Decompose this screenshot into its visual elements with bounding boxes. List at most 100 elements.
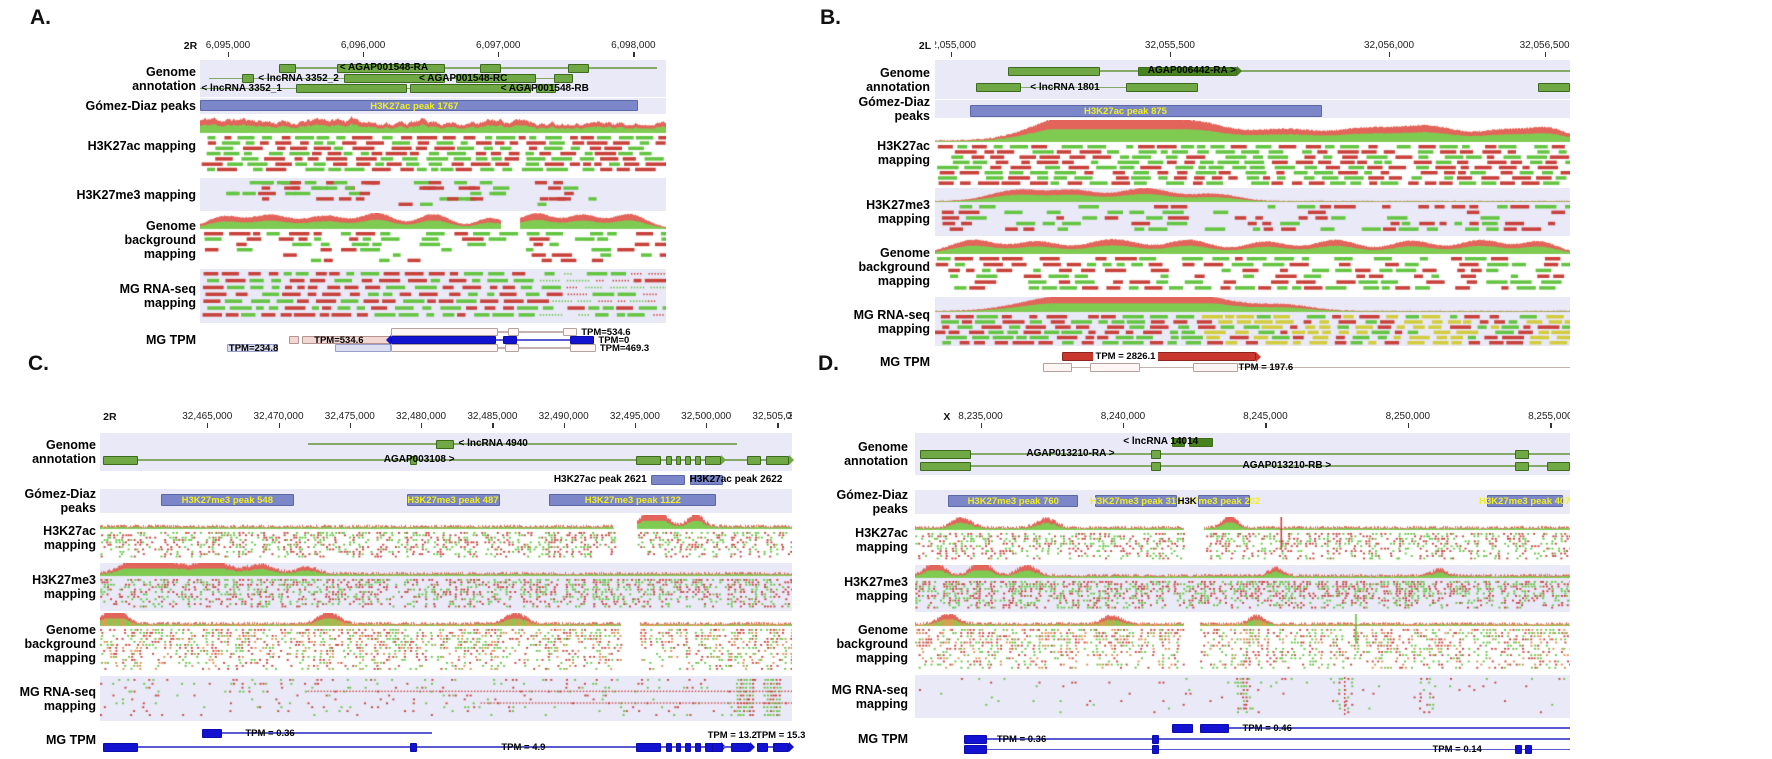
tick-label: 6,096,000 <box>340 40 386 51</box>
transcript-arrow-icon <box>386 335 392 345</box>
ruler-tick-mark-icon <box>1550 423 1552 428</box>
tpm-intron-line <box>964 748 1570 751</box>
reads-canvas <box>935 238 1570 295</box>
track-label-line: mapping <box>43 650 96 665</box>
transcript-arrow-icon <box>788 742 794 752</box>
peak-label: H3K27me3 peak 487 <box>407 495 499 506</box>
track-label: Gómez-Diaz peaks <box>36 99 196 113</box>
ruler: 32,465,000 32,470,000 32,475,000 32,480,000… <box>100 411 792 429</box>
tick-label: 6,095,000 <box>205 40 251 51</box>
track-label-line: annotation <box>32 452 96 466</box>
track-label-line: Genome <box>45 438 96 452</box>
tpm-label: TPM = 0.36 <box>996 733 1047 745</box>
tpm-exon <box>391 336 496 344</box>
tick-label: 8,240,000 <box>1100 411 1146 422</box>
track-label: Genome background mapping <box>748 623 908 665</box>
track-label-line: background <box>124 233 196 247</box>
ruler-tick-mark-icon <box>634 423 637 428</box>
peak-bar <box>160 494 294 506</box>
peak-bar <box>1095 495 1177 507</box>
gene-exon <box>765 455 789 465</box>
panel-letter: C. <box>28 352 49 375</box>
gene-exon <box>1008 66 1101 76</box>
tpm-label: TPM = 197.6 <box>1238 362 1294 373</box>
track-reads <box>915 565 1570 612</box>
gene-label: < lncRNA 14014 <box>1123 436 1199 447</box>
gene-exon <box>695 455 701 465</box>
gene-exon <box>1150 461 1161 471</box>
chromosome-label: 2L <box>918 40 932 52</box>
gene-label: < AGAP001548-RA <box>339 62 429 74</box>
gene-exon <box>747 455 761 465</box>
gene-exon <box>976 83 1021 93</box>
gene-exon <box>666 455 672 465</box>
gene-exon <box>920 461 971 471</box>
ruler-tick-mark-icon <box>421 423 423 428</box>
ruler: 8,235,000 8,240,000 8,245,000 8,250,000 8,25… <box>915 411 1570 429</box>
gene-exon <box>456 74 536 83</box>
track-label: Genome background mapping <box>770 246 930 288</box>
gene-exon <box>279 63 296 73</box>
gene-intron-line <box>103 459 789 461</box>
track-tpm: TPM = 0.36 TPM = 4.9 TPM = 13.2 TPM = 15.3 <box>100 723 805 757</box>
track-annotation: < AGAP001548-RA < lncRNA 3352_2 < AGAP0015… <box>200 60 666 97</box>
tpm-exon <box>1152 745 1159 755</box>
tick-label: 32,500,000 <box>681 411 732 422</box>
track-label-line: MG RNA-seq <box>119 282 196 296</box>
tpm-exon <box>1514 745 1523 755</box>
track-label-line: mapping <box>143 247 196 261</box>
tpm-exon <box>1042 363 1072 372</box>
track-label-line: peaks <box>894 109 930 123</box>
tick-label: 32,490,000 <box>538 411 589 422</box>
track-annotation: < lncRNA 14014 AGAP013210-RA > AGAP013210-… <box>915 433 1570 475</box>
peak-label: H3K27ac peak 875 <box>1084 106 1167 117</box>
track-reads <box>915 675 1570 718</box>
track-label-line: peaks <box>60 501 96 515</box>
gene-exon <box>1188 437 1214 447</box>
track-label: Genome background mapping <box>36 219 196 261</box>
gene-label: AGAP013210-RA > <box>1026 448 1115 459</box>
reads-canvas <box>100 563 792 611</box>
track-label: MG TPM <box>36 333 196 347</box>
gene-exon <box>344 74 445 83</box>
gene-exon <box>1138 66 1237 76</box>
gene-exon <box>675 455 682 465</box>
tick-label: 32,495,000 <box>609 411 660 422</box>
track-reads <box>200 213 666 267</box>
peak-bar <box>1486 495 1564 507</box>
tick-label: 8,235,000 <box>958 411 1003 422</box>
tpm-exon <box>685 742 691 752</box>
tpm-exon <box>1171 723 1194 733</box>
track-label-line: mapping <box>43 587 96 601</box>
tpm-label: TPM=534.6 <box>314 334 364 346</box>
gene-exon <box>103 455 139 465</box>
gene-label: AGAP006442-RA > <box>1147 65 1236 77</box>
track-label: Genome annotation <box>770 66 930 94</box>
ruler-tick-mark-icon <box>1169 52 1172 57</box>
tick-label: 32,056,500 <box>1519 40 1570 51</box>
track-label: Genome annotation <box>36 65 196 93</box>
track-label-line: H3K27ac <box>877 139 930 153</box>
track-label-line: Genome <box>857 622 908 637</box>
gene-label: < lncRNA 4940 <box>458 438 528 449</box>
tpm-exon <box>695 742 701 752</box>
transcript-arrow-icon <box>721 455 727 465</box>
gene-exon <box>1125 83 1198 93</box>
ruler: 6,095,000 6,096,000 6,097,000 6,098,000 <box>200 40 666 58</box>
track-label: MG TPM <box>770 355 930 369</box>
track-label: H3K27me3 mapping <box>748 575 908 603</box>
ruler-tick-mark-icon <box>492 423 494 428</box>
track-label-line: H3K27me3 <box>866 198 930 212</box>
gene-exon <box>1514 449 1530 459</box>
tpm-exon <box>505 344 520 352</box>
tpm-exon <box>731 742 751 752</box>
tpm-exon <box>391 344 499 352</box>
track-peaks: H3K27ac peak 1767 <box>200 98 666 114</box>
ruler-tick-mark-icon <box>207 423 209 428</box>
tick-label: 32,485,000 <box>467 411 518 422</box>
track-label-line: MG RNA-seq <box>831 682 908 697</box>
tick-label: 32,510,000 <box>787 411 792 422</box>
tpm-exon <box>1199 723 1230 733</box>
reads-canvas <box>915 675 1570 718</box>
